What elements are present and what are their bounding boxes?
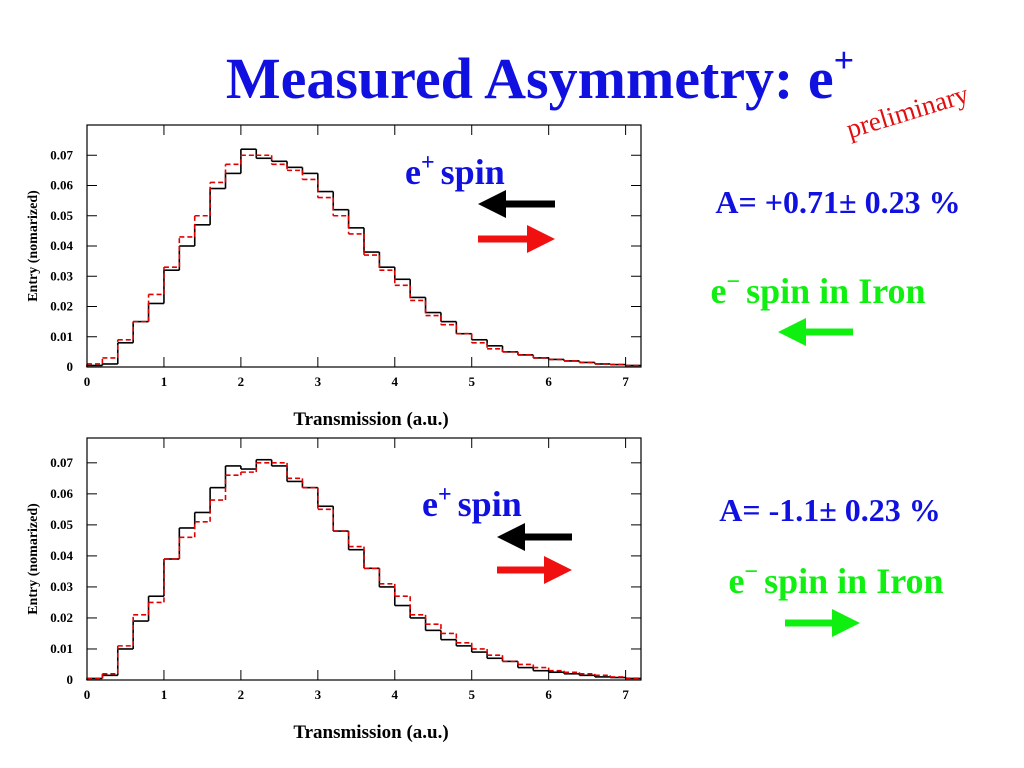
slide-title: Measured Asymmetry: e+ — [226, 40, 854, 111]
spin-word: spin — [441, 152, 505, 192]
spin-sup: + — [438, 482, 452, 508]
x-tick-label: 0 — [84, 687, 91, 702]
y-tick-label: 0.01 — [50, 641, 73, 656]
x-tick-label: 6 — [545, 687, 552, 702]
y-tick-label: 0.06 — [50, 178, 73, 193]
x-tick-label: 1 — [161, 687, 168, 702]
title-text: Measured Asymmetry: e — [226, 46, 834, 111]
y-axis-label: Entry (nomarized) — [26, 503, 41, 615]
spin-base: e — [405, 152, 421, 192]
iron-base: e — [728, 561, 744, 601]
y-tick-label: 0.02 — [50, 610, 73, 625]
y-tick-label: 0.07 — [50, 147, 73, 162]
x-tick-label: 3 — [315, 687, 322, 702]
iron-base: e — [710, 271, 726, 311]
x-tick-label: 2 — [238, 374, 245, 389]
y-tick-label: 0.04 — [50, 238, 73, 253]
y-tick-label: 0.01 — [50, 329, 73, 344]
title-sup: + — [834, 40, 855, 80]
x-tick-label: 7 — [622, 687, 629, 702]
x-tick-label: 7 — [622, 374, 629, 389]
asymmetry-value: A= +0.71± 0.23 % — [715, 184, 960, 220]
preliminary-stamp: preliminary — [843, 78, 973, 144]
y-tick-label: 0.05 — [50, 208, 73, 223]
y-tick-label: 0.07 — [50, 455, 73, 470]
iron-word: spin in Iron — [764, 561, 943, 601]
x-tick-label: 4 — [392, 687, 399, 702]
iron-label: e− spin in Iron — [710, 269, 925, 311]
x-tick-label: 5 — [468, 374, 475, 389]
iron-sup: − — [744, 559, 758, 585]
iron-label: e− spin in Iron — [728, 559, 943, 601]
y-tick-label: 0.06 — [50, 486, 73, 501]
y-tick-label: 0.03 — [50, 579, 73, 594]
y-tick-label: 0.05 — [50, 517, 73, 532]
x-axis-label: Transmission (a.u.) — [293, 409, 448, 430]
x-tick-label: 4 — [392, 374, 399, 389]
x-axis-label: Transmission (a.u.) — [293, 722, 448, 743]
y-tick-label: 0 — [67, 359, 74, 374]
y-axis-label: Entry (nomarized) — [26, 190, 41, 302]
asymmetry-value: A= -1.1± 0.23 % — [719, 492, 941, 528]
y-tick-label: 0.04 — [50, 548, 73, 563]
y-tick-label: 0 — [67, 672, 74, 687]
y-tick-label: 0.02 — [50, 299, 73, 314]
y-tick-label: 0.03 — [50, 268, 73, 283]
x-tick-label: 1 — [161, 374, 168, 389]
iron-sup: − — [726, 269, 740, 295]
plot-frame — [86, 437, 642, 681]
x-tick-label: 2 — [238, 687, 245, 702]
x-tick-label: 0 — [84, 374, 91, 389]
spin-base: e — [422, 484, 438, 524]
iron-word: spin in Iron — [746, 271, 925, 311]
spin-word: spin — [458, 484, 522, 524]
spin-label: e+ spin — [422, 482, 522, 524]
x-tick-label: 3 — [315, 374, 322, 389]
spin-label: e+ spin — [405, 150, 505, 192]
spin-sup: + — [421, 150, 435, 176]
x-tick-label: 6 — [545, 374, 552, 389]
x-tick-label: 5 — [468, 687, 475, 702]
